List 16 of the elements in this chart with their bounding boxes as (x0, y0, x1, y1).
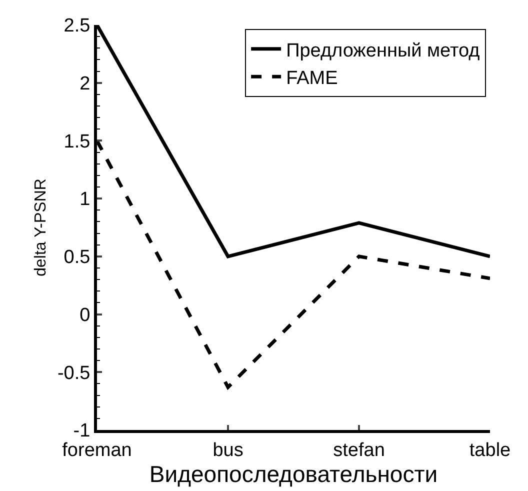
y-tick-label: 2.5 (64, 16, 90, 37)
legend-label: FAME (286, 68, 338, 90)
y-tick-label: 0.5 (64, 247, 90, 268)
x-tick-label: foreman (62, 440, 132, 461)
x-tick-label: stefan (333, 440, 385, 461)
x-tick-label: bus (212, 440, 244, 461)
y-tick-label: -0.5 (57, 362, 90, 384)
x-tick-label: table (469, 440, 511, 461)
y-tick-label: 2 (80, 74, 90, 95)
legend-label: Предложенный метод (286, 40, 480, 62)
y-axis-title: delta Y-PSNR (32, 178, 50, 276)
x-axis-title: Видеопоследовательности (149, 460, 438, 487)
y-tick-label: 1 (80, 189, 90, 210)
y-tick-label: -1 (73, 420, 90, 442)
y-tick-label: 1.5 (64, 131, 90, 152)
y-tick-label: 0 (80, 304, 90, 326)
